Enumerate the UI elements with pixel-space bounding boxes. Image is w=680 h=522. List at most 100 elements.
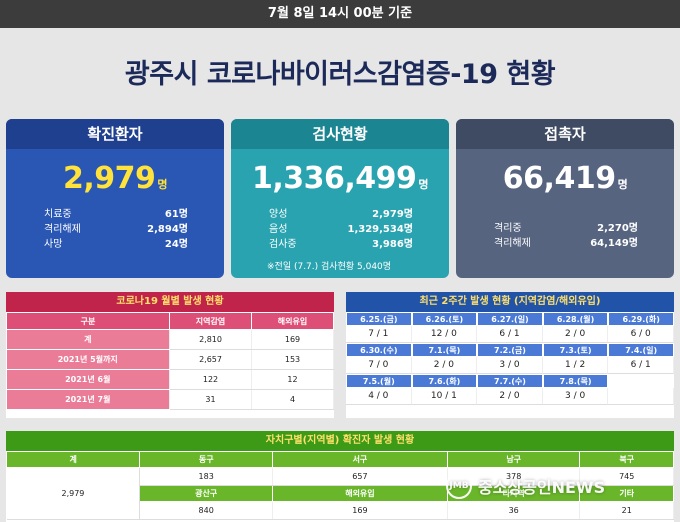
news-watermark: JMB 중소상공인NEWS (446, 470, 660, 502)
table-header-row: 구분 지역감염 해외유입 (5, 312, 334, 330)
monthly-title: 코로나19 월별 발생 현황 (6, 292, 334, 312)
column-header: 북구 (579, 451, 674, 468)
contacts-unit: 명 (617, 178, 628, 191)
date-header: 7.1.(목) (411, 343, 478, 357)
empty-cell (608, 374, 674, 388)
tests-total-value: 1,336,499 (251, 161, 417, 196)
table-header-row: 계 동구 서구 남구 북구 (5, 451, 674, 468)
date-value: 7 / 0 (346, 357, 412, 374)
date-value: 6 / 0 (608, 326, 674, 343)
table-header-row: 광산구 해외유입 타지역 기타 (7, 485, 674, 502)
tests-note: ※전일 (7.7.) 검사현황 5,040명 (267, 262, 392, 272)
date-header: 7.2.(금) (477, 343, 543, 357)
table-row: 2,979 183 657 378 745 (6, 467, 674, 520)
contacts-card: 접촉자 66,419 명 격리중 2,270명 격리해제 64,149명 (456, 119, 674, 278)
contacts-total-value: 66,419 (502, 161, 616, 196)
contacts-total: 66,419 명 (456, 161, 674, 196)
date-value: 2 / 0 (542, 326, 609, 343)
local-cell: 122 (169, 369, 252, 390)
date-value: 6 / 1 (608, 357, 674, 374)
district-cell: 657 (272, 467, 448, 486)
row-key: 음성 (269, 224, 288, 235)
monthly-table: 구분 지역감염 해외유입 계 2,810 169 2021년 5월까지 2,65… (5, 312, 334, 410)
row-value: 2,979명 (372, 209, 413, 220)
date-value: 2 / 0 (411, 357, 478, 374)
overseas-cell: 169 (251, 329, 334, 350)
contacts-row: 격리중 2,270명 (456, 221, 674, 236)
confirmed-total-value: 2,979 (62, 161, 156, 196)
confirmed-breakdown: 치료중 61명 격리해제 2,894명 사망 24명 (6, 207, 224, 252)
district-panel: 자치구별(지역별) 확진자 발생 현황 계 동구 서구 남구 북구 2,979 … (5, 431, 674, 522)
column-header: 서구 (272, 451, 448, 468)
local-cell: 2,810 (169, 329, 252, 350)
row-value: 24명 (164, 239, 188, 250)
column-header: 해외유입 (251, 312, 334, 330)
contacts-breakdown: 격리중 2,270명 격리해제 64,149명 (456, 221, 674, 251)
district-cell: 36 (447, 501, 581, 520)
confirmed-card-title: 확진환자 (6, 119, 224, 149)
local-cell: 2,657 (169, 349, 252, 370)
timestamp-bar: 7월 8일 14시 00분 기준 (0, 0, 680, 28)
confirmed-total: 2,979 명 (6, 161, 224, 196)
recent-panel: 최근 2주간 발생 현황 (지역감염/해외유입) 6.25.(금) 6.26.(… (346, 292, 674, 418)
district-table: 계 동구 서구 남구 북구 2,979 183 657 378 745 광산구 … (5, 451, 674, 520)
date-value: 6 / 1 (477, 326, 543, 343)
empty-cell (608, 388, 674, 405)
column-header: 타지역 (446, 485, 581, 502)
confirmed-row: 사망 24명 (6, 237, 224, 252)
date-value: 2 / 0 (477, 388, 543, 405)
date-header: 6.28.(월) (542, 312, 609, 326)
date-header: 6.29.(화) (608, 312, 674, 326)
row-label: 계 (6, 329, 171, 350)
row-value: 61명 (164, 209, 188, 220)
district-title: 자치구별(지역별) 확진자 발생 현황 (6, 431, 674, 451)
table-row: 840 169 36 21 (7, 501, 674, 520)
row-key: 사망 (44, 239, 63, 250)
date-header: 7.6.(화) (411, 374, 478, 388)
date-value: 4 / 0 (346, 388, 412, 405)
date-header: 6.30.(수) (346, 343, 412, 357)
watermark-logo-icon: JMB (446, 473, 472, 499)
row-value: 3,986명 (372, 239, 413, 250)
local-cell: 31 (169, 389, 252, 410)
overseas-cell: 4 (251, 389, 334, 410)
confirmed-unit: 명 (157, 178, 168, 191)
date-header: 6.25.(금) (346, 312, 412, 326)
column-header: 광산구 (139, 485, 273, 502)
date-header: 7.3.(토) (542, 343, 609, 357)
overseas-cell: 153 (251, 349, 334, 370)
tests-unit: 명 (418, 178, 429, 191)
row-label: 2021년 5월까지 (6, 349, 171, 370)
district-cell: 183 (139, 467, 273, 486)
tests-total: 1,336,499 명 (231, 161, 449, 196)
row-label: 2021년 7월 (6, 389, 171, 410)
tests-card: 검사현황 1,336,499 명 양성 2,979명 음성 1,329,534명 검사… (231, 119, 449, 278)
table-row: 2021년 6월 122 12 (6, 369, 334, 390)
overseas-cell: 12 (251, 369, 334, 390)
column-header: 계 (5, 451, 141, 468)
row-key: 격리해제 (44, 224, 81, 235)
row-key: 검사중 (269, 239, 297, 250)
date-header: 7.7.(수) (477, 374, 543, 388)
column-header: 기타 (579, 485, 674, 502)
column-header: 지역감염 (169, 312, 252, 330)
date-header: 6.26.(토) (411, 312, 478, 326)
column-header: 남구 (446, 451, 581, 468)
date-value: 7 / 1 (346, 326, 412, 343)
column-header: 동구 (139, 451, 273, 468)
district-cell: 840 (139, 501, 273, 520)
district-cell: 169 (272, 501, 448, 520)
tests-row: 음성 1,329,534명 (231, 222, 449, 237)
confirmed-card: 확진환자 2,979 명 치료중 61명 격리해제 2,894명 사망 24명 (6, 119, 224, 278)
recent-title: 최근 2주간 발생 현황 (지역감염/해외유입) (346, 292, 674, 312)
row-key: 양성 (269, 209, 288, 220)
row-key: 치료중 (44, 209, 72, 220)
date-value: 1 / 2 (542, 357, 609, 374)
date-value: 3 / 0 (542, 388, 609, 405)
row-value: 2,894명 (147, 224, 188, 235)
row-value: 64,149명 (590, 238, 638, 249)
confirmed-row: 격리해제 2,894명 (6, 222, 224, 237)
recent-grid: 6.25.(금) 6.26.(토) 6.27.(일) 6.28.(월) 6.29… (346, 312, 674, 405)
contacts-card-title: 접촉자 (456, 119, 674, 149)
date-header: 6.27.(일) (477, 312, 543, 326)
